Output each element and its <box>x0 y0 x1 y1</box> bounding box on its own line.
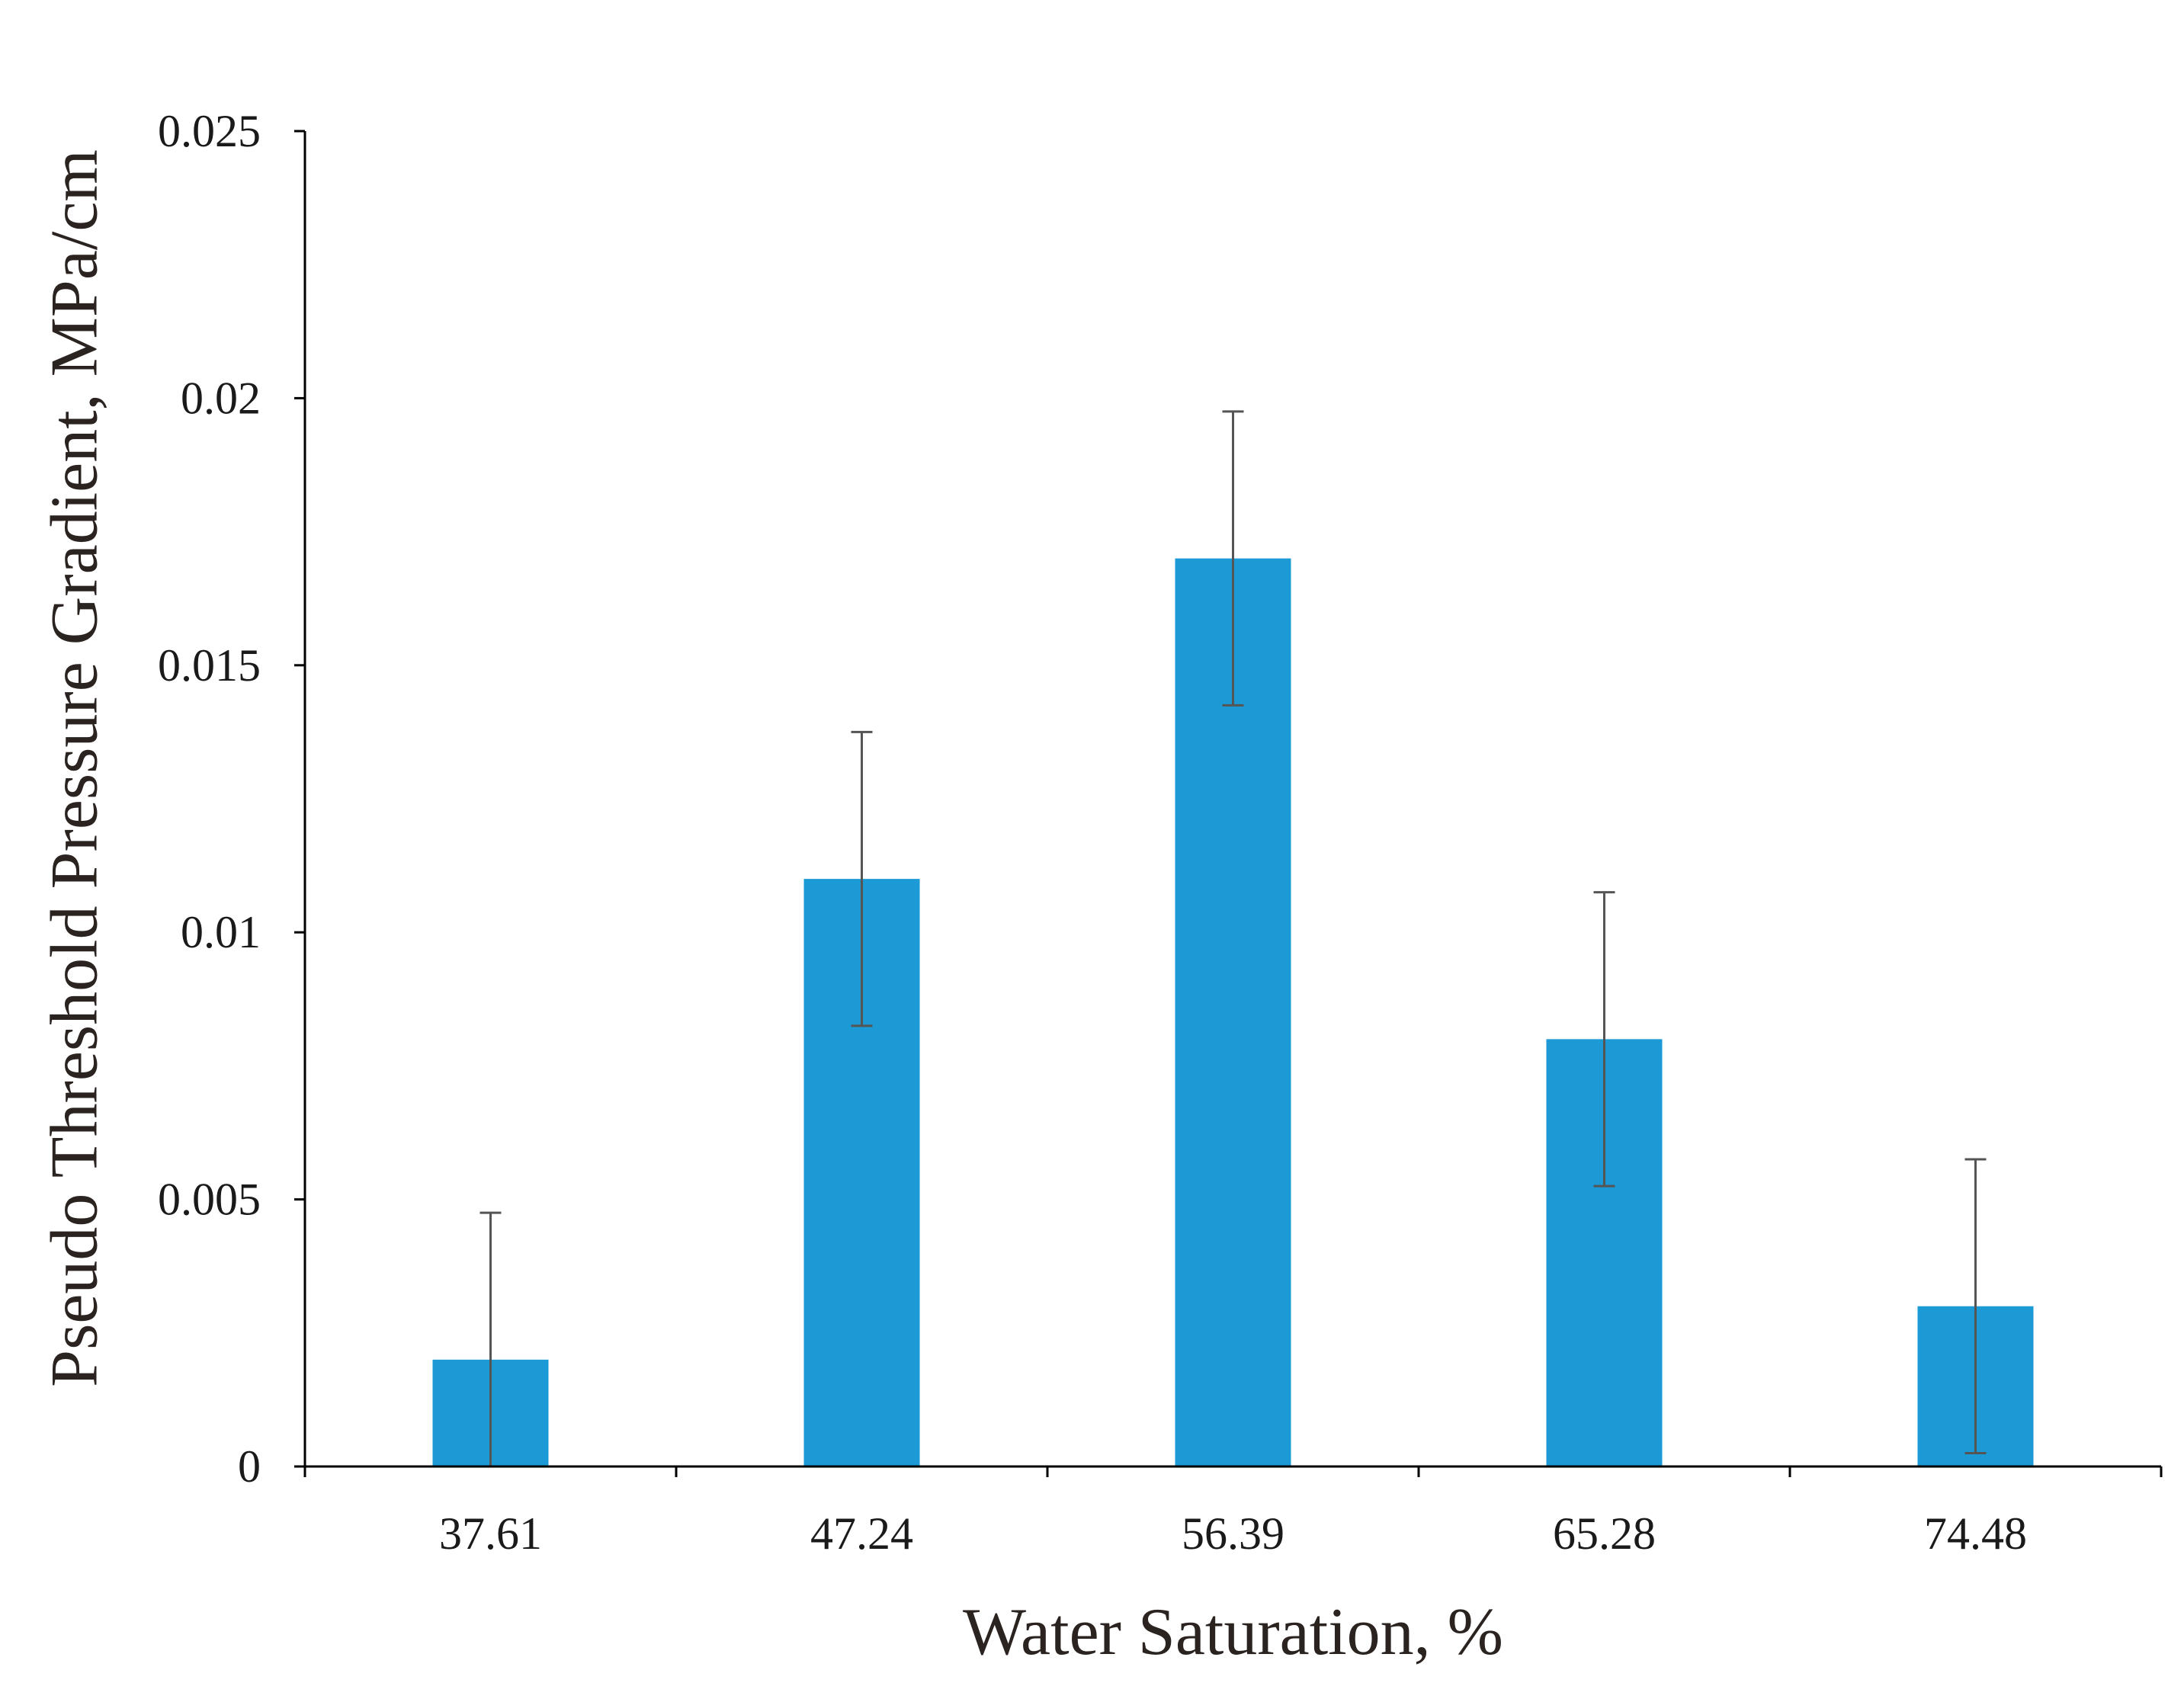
y-tick-label: 0.01 <box>181 907 261 957</box>
y-tick-label: 0.005 <box>158 1175 261 1225</box>
x-axis-title: Water Saturation, % <box>963 1595 1503 1669</box>
x-tick-label: 74.48 <box>1924 1508 2027 1559</box>
x-tick-label: 47.24 <box>810 1508 913 1559</box>
y-tick-label: 0.015 <box>158 640 261 691</box>
y-tick-label: 0 <box>238 1441 261 1492</box>
bar-56.39 <box>1175 558 1291 1466</box>
x-tick-label: 37.61 <box>439 1508 542 1559</box>
x-ticks: 37.61 47.24 56.39 65.28 74.48 <box>303 1466 2163 1559</box>
y-ticks: 0 0.005 0.01 0.015 0.02 0.025 <box>158 106 305 1492</box>
error-bars-layer <box>479 410 1987 1468</box>
y-tick-label: 0.02 <box>181 373 261 423</box>
x-tick-label: 65.28 <box>1553 1508 1656 1559</box>
axes-layer <box>303 131 2161 1468</box>
y-tick-label: 0.025 <box>158 106 261 156</box>
y-axis-title: Pseudo Threshold Pressure Gradient, MPa/… <box>38 149 112 1387</box>
x-tick-label: 56.39 <box>1182 1508 1284 1559</box>
